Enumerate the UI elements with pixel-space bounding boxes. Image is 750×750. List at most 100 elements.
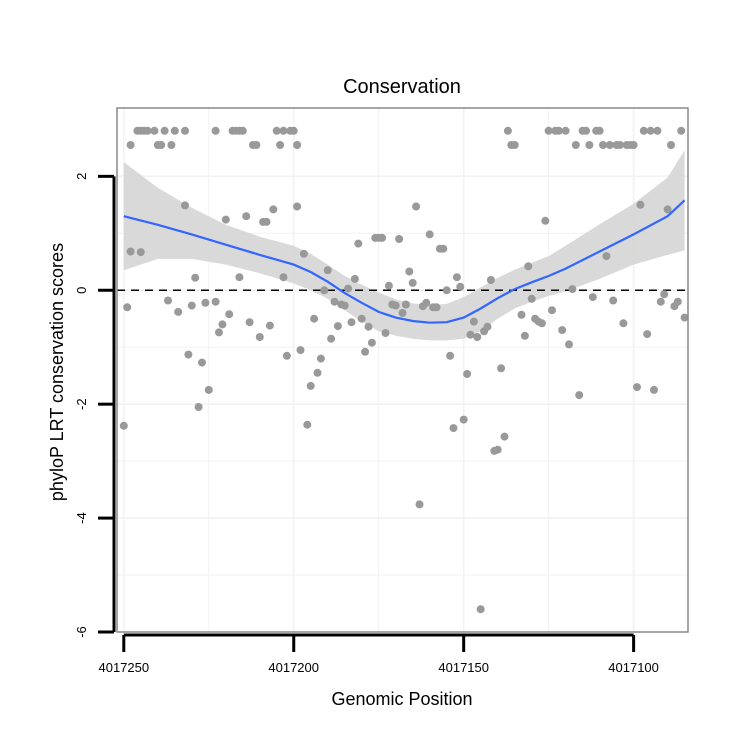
smooth-line [123, 199, 686, 324]
smooth-curve [123, 199, 686, 324]
data-point [541, 216, 550, 225]
data-point [605, 141, 614, 149]
data-point [476, 605, 485, 614]
data-point [279, 126, 288, 135]
data-point [473, 333, 482, 341]
y-tick-label: -2 [74, 398, 89, 410]
data-point [401, 300, 410, 309]
data-point [588, 293, 597, 302]
data-point [310, 314, 319, 323]
data-point [119, 421, 128, 430]
data-point [296, 346, 305, 355]
data-point [469, 317, 478, 326]
data-point [650, 385, 658, 394]
data-point [554, 126, 563, 135]
data-point [599, 141, 607, 149]
data-point [442, 286, 451, 295]
data-point [616, 141, 624, 149]
data-point [367, 338, 376, 347]
data-point [279, 273, 288, 282]
data-point [340, 301, 349, 310]
data-point [677, 126, 686, 135]
data-point [585, 141, 594, 149]
data-point [381, 329, 390, 337]
data-point [524, 262, 533, 271]
data-point [313, 368, 322, 377]
x-tick-label: 4017200 [268, 660, 319, 675]
data-point [459, 415, 468, 424]
data-point [170, 126, 179, 135]
data-point [201, 298, 210, 307]
x-tick-label: 4017250 [98, 660, 149, 675]
data-point [609, 296, 618, 305]
data-point [299, 249, 308, 258]
data-point [282, 351, 291, 360]
data-point [181, 126, 189, 135]
data-point [425, 230, 434, 239]
data-point [503, 126, 512, 135]
data-point [544, 126, 553, 135]
data-point [582, 126, 590, 135]
data-point [157, 141, 166, 149]
data-point [136, 248, 145, 257]
data-point [456, 282, 465, 291]
data-point [164, 296, 172, 305]
data-point [633, 383, 641, 392]
data-point [378, 233, 387, 242]
y-ticks: -6 -4 -2 0 2 [74, 173, 114, 638]
data-point [537, 319, 546, 328]
data-point [636, 200, 645, 209]
data-point [184, 350, 193, 359]
data-point [548, 306, 556, 315]
data-point [449, 424, 458, 433]
data-point [595, 126, 604, 135]
data-point [466, 330, 475, 339]
chart-title: Conservation [343, 76, 461, 98]
x-ticks: 4017250 4017200 4017150 4017100 [98, 635, 659, 675]
x-axis-title: Genomic Position [331, 689, 472, 709]
data-point [415, 500, 424, 509]
data-point [225, 310, 234, 319]
data-point [463, 370, 472, 378]
data-point [262, 217, 271, 226]
data-point [619, 319, 628, 328]
data-point [653, 126, 662, 135]
data-point [276, 141, 285, 149]
data-point [306, 381, 315, 390]
data-point [198, 358, 206, 367]
data-point [215, 328, 223, 337]
y-tick-label: -4 [74, 512, 89, 524]
data-point [520, 331, 529, 340]
data-point [323, 266, 332, 275]
data-point [293, 141, 302, 149]
data-point [680, 313, 689, 322]
data-point [422, 298, 431, 307]
data-point [333, 322, 342, 331]
data-point [211, 297, 220, 306]
data-point [486, 276, 495, 284]
data-point [639, 126, 648, 135]
data-point [497, 364, 506, 373]
data-point [330, 297, 339, 306]
y-axis-title: phyloP LRT conservation scores [47, 243, 67, 501]
data-point [571, 141, 580, 149]
data-point [667, 141, 675, 149]
data-point [272, 126, 281, 135]
data-point [347, 318, 356, 327]
data-point [439, 244, 448, 253]
data-point [357, 314, 366, 323]
data-point [269, 205, 278, 214]
data-point [446, 351, 455, 360]
data-point [561, 126, 570, 135]
data-point [602, 252, 611, 261]
data-point [646, 126, 655, 135]
data-point [384, 281, 393, 290]
data-point [391, 301, 400, 310]
data-point [660, 290, 669, 299]
data-point [191, 273, 200, 282]
data-point [527, 294, 536, 303]
data-point [181, 201, 189, 210]
data-point [187, 301, 196, 310]
x-tick-label: 4017150 [438, 660, 489, 675]
